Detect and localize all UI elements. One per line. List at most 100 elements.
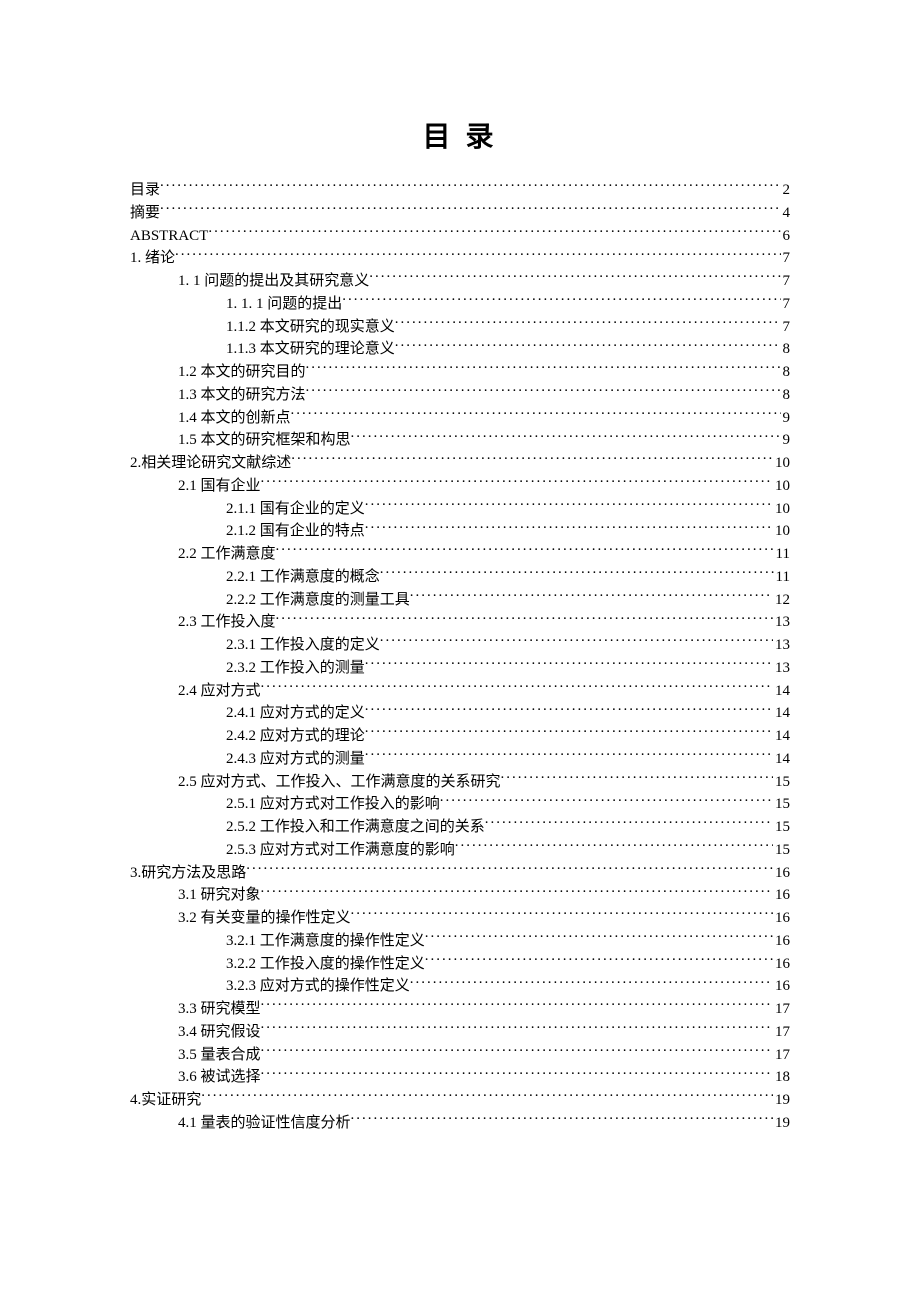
toc-leader-dots <box>208 225 780 240</box>
toc-leader-dots <box>246 862 773 877</box>
toc-entry-page: 7 <box>781 317 791 339</box>
toc-entry-label: 2.3 工作投入度 <box>178 612 276 634</box>
page-title: 目 录 <box>130 115 790 155</box>
toc-entry-label: 3.1 研究对象 <box>178 885 261 907</box>
toc-entry: 2.2.2 工作满意度的测量工具12 <box>130 589 790 612</box>
toc-leader-dots <box>410 589 773 604</box>
toc-entry: 1.5 本文的研究框架和构思9 <box>130 429 790 452</box>
toc-entry: 1.4 本文的创新点 9 <box>130 407 790 430</box>
toc-entry-page: 16 <box>773 931 790 953</box>
toc-entry-label: 2.2.1 工作满意度的概念 <box>226 567 380 589</box>
toc-entry-label: 2.5.2 工作投入和工作满意度之间的关系 <box>226 817 485 839</box>
toc-entry-label: 2.相关理论研究文献综述 <box>130 453 291 475</box>
toc-entry-label: 3.2.3 应对方式的操作性定义 <box>226 976 410 998</box>
toc-leader-dots <box>365 498 773 513</box>
toc-leader-dots <box>261 1044 773 1059</box>
toc-leader-dots <box>276 611 773 626</box>
toc-entry-page: 16 <box>773 976 790 998</box>
toc-leader-dots <box>276 543 774 558</box>
toc-entry-label: 3.5 量表合成 <box>178 1045 261 1067</box>
toc-entry: 2.4.2 应对方式的理论 14 <box>130 725 790 748</box>
toc-entry: 2.3 工作投入度13 <box>130 611 790 634</box>
toc-entry-page: 14 <box>773 681 790 703</box>
toc-entry-label: 1.4 本文的创新点 <box>178 408 291 430</box>
toc-entry: 2.3.1 工作投入度的定义13 <box>130 634 790 657</box>
toc-leader-dots <box>291 452 773 467</box>
toc-entry: 1.1.2 本文研究的现实意义 7 <box>130 316 790 339</box>
toc-entry: 1. 1 问题的提出及其研究意义7 <box>130 270 790 293</box>
toc-entry: 1.3 本文的研究方法 8 <box>130 384 790 407</box>
toc-leader-dots <box>160 202 780 217</box>
toc-entry-label: 2.5 应对方式、工作投入、工作满意度的关系研究 <box>178 772 501 794</box>
toc-entry-page: 14 <box>773 726 790 748</box>
toc-entry-page: 10 <box>773 521 790 543</box>
toc-entry-page: 17 <box>773 1022 790 1044</box>
toc-leader-dots <box>395 338 781 353</box>
toc-leader-dots <box>351 907 773 922</box>
toc-entry-label: 3.研究方法及思路 <box>130 863 246 885</box>
toc-entry-page: 13 <box>773 658 790 680</box>
table-of-contents: 目录2摘要4ABSTRACT61. 绪论71. 1 问题的提出及其研究意义71.… <box>130 179 790 1135</box>
toc-entry-page: 2 <box>781 180 791 202</box>
toc-entry-page: 12 <box>773 590 790 612</box>
toc-entry-label: 2.4.1 应对方式的定义 <box>226 703 365 725</box>
toc-entry-label: ABSTRACT <box>130 226 208 248</box>
toc-entry-label: 1.5 本文的研究框架和构思 <box>178 430 351 452</box>
toc-entry-label: 1.1.2 本文研究的现实意义 <box>226 317 395 339</box>
toc-leader-dots <box>365 657 773 672</box>
toc-entry: 3.研究方法及思路16 <box>130 862 790 885</box>
toc-entry-label: 2.4 应对方式 <box>178 681 261 703</box>
toc-entry: 目录2 <box>130 179 790 202</box>
toc-entry: 1.1.3 本文研究的理论意义8 <box>130 338 790 361</box>
toc-entry: 2.5.2 工作投入和工作满意度之间的关系15 <box>130 816 790 839</box>
toc-entry: 2.2.1 工作满意度的概念11 <box>130 566 790 589</box>
toc-entry: 2.相关理论研究文献综述 10 <box>130 452 790 475</box>
toc-entry-label: 1. 1. 1 问题的提出 <box>226 294 342 316</box>
toc-entry-page: 17 <box>773 999 790 1021</box>
toc-leader-dots <box>306 384 781 399</box>
toc-leader-dots <box>342 293 780 308</box>
toc-leader-dots <box>160 179 780 194</box>
toc-leader-dots <box>380 566 774 581</box>
toc-entry-page: 11 <box>774 544 790 566</box>
toc-entry-label: 3.4 研究假设 <box>178 1022 261 1044</box>
toc-entry-page: 14 <box>773 749 790 771</box>
toc-entry-label: 摘要 <box>130 203 160 225</box>
toc-entry-page: 18 <box>773 1067 790 1089</box>
toc-entry: 2.5.3 应对方式对工作满意度的影响 15 <box>130 839 790 862</box>
toc-entry-page: 15 <box>773 840 790 862</box>
toc-leader-dots <box>261 680 773 695</box>
toc-entry-page: 9 <box>781 408 791 430</box>
toc-entry: 2.1.2 国有企业的特点10 <box>130 520 790 543</box>
toc-entry-label: 2.3.2 工作投入的测量 <box>226 658 365 680</box>
toc-leader-dots <box>351 429 781 444</box>
toc-entry: 3.2.1 工作满意度的操作性定义 16 <box>130 930 790 953</box>
toc-entry-label: 2.4.2 应对方式的理论 <box>226 726 365 748</box>
toc-entry-page: 8 <box>781 385 791 407</box>
toc-entry: 3.2.2 工作投入度的操作性定义16 <box>130 953 790 976</box>
toc-leader-dots <box>261 475 773 490</box>
toc-entry: 3.2.3 应对方式的操作性定义 16 <box>130 975 790 998</box>
toc-entry-label: 1.3 本文的研究方法 <box>178 385 306 407</box>
toc-entry-page: 19 <box>773 1090 790 1112</box>
toc-leader-dots <box>395 316 781 331</box>
toc-entry-page: 7 <box>781 294 791 316</box>
toc-entry-label: 4.1 量表的验证性信度分析 <box>178 1113 351 1135</box>
toc-leader-dots <box>351 1112 773 1127</box>
toc-entry: ABSTRACT6 <box>130 225 790 248</box>
toc-entry-label: 2.5.3 应对方式对工作满意度的影响 <box>226 840 455 862</box>
toc-entry-page: 10 <box>773 453 790 475</box>
toc-entry-page: 19 <box>773 1113 790 1135</box>
toc-entry: 2.5.1 应对方式对工作投入的影响15 <box>130 793 790 816</box>
toc-entry-page: 16 <box>773 954 790 976</box>
toc-entry: 4.实证研究 19 <box>130 1089 790 1112</box>
toc-entry-label: 4.实证研究 <box>130 1090 201 1112</box>
toc-leader-dots <box>261 998 773 1013</box>
toc-entry: 3.6 被试选择18 <box>130 1066 790 1089</box>
toc-entry-label: 1.2 本文的研究目的 <box>178 362 306 384</box>
toc-entry-label: 2.4.3 应对方式的测量 <box>226 749 365 771</box>
toc-entry-label: 3.2.1 工作满意度的操作性定义 <box>226 931 425 953</box>
toc-entry-label: 3.2 有关变量的操作性定义 <box>178 908 351 930</box>
toc-leader-dots <box>175 247 780 262</box>
toc-entry: 2.4 应对方式 14 <box>130 680 790 703</box>
